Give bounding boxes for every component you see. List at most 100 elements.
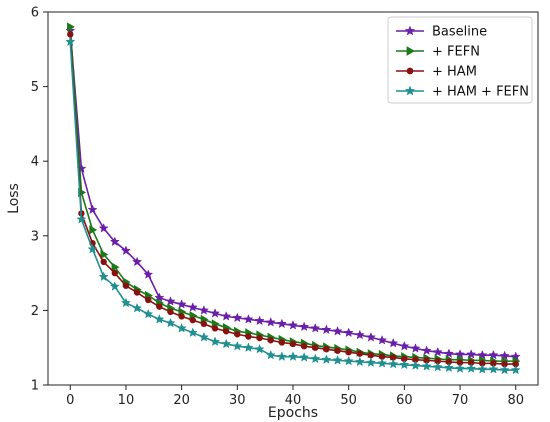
data-point	[187, 302, 198, 312]
data-point	[406, 46, 415, 56]
legend-item: Baseline	[396, 25, 487, 40]
data-point	[488, 349, 499, 360]
data-point	[455, 363, 466, 373]
data-point	[122, 282, 130, 289]
data-point	[98, 271, 109, 282]
data-point	[365, 357, 376, 367]
data-point	[176, 299, 187, 309]
data-point	[354, 329, 365, 340]
data-point	[399, 359, 410, 370]
data-point	[289, 340, 297, 348]
legend-item: + HAM	[396, 65, 477, 80]
data-point	[254, 315, 265, 326]
y-tick-label: 1	[31, 379, 39, 394]
data-point	[332, 355, 343, 365]
data-point	[98, 223, 109, 233]
data-point	[312, 344, 319, 351]
x-tick-label: 0	[66, 393, 74, 408]
data-point	[187, 327, 198, 338]
data-point	[210, 308, 221, 318]
data-point	[423, 357, 430, 364]
data-point	[133, 289, 141, 296]
data-point	[178, 313, 185, 320]
y-tick-label: 2	[31, 304, 39, 319]
data-point	[345, 348, 352, 356]
data-point	[200, 320, 208, 328]
data-point	[477, 349, 488, 360]
data-point	[222, 328, 230, 335]
data-point	[210, 336, 221, 347]
x-tick-label: 30	[229, 393, 246, 408]
data-point	[432, 361, 443, 372]
data-point	[100, 249, 109, 260]
data-point	[176, 323, 187, 333]
data-point	[120, 297, 131, 308]
data-point	[111, 262, 120, 272]
data-point	[221, 338, 232, 349]
data-point	[490, 360, 497, 367]
data-point	[410, 360, 421, 370]
legend-label: + HAM	[432, 65, 477, 80]
y-tick-label: 6	[31, 6, 39, 21]
data-point	[388, 358, 399, 369]
data-point	[332, 326, 343, 336]
data-point	[67, 31, 74, 38]
data-point	[154, 314, 165, 324]
data-point	[232, 312, 243, 323]
data-point	[67, 22, 75, 32]
data-point	[65, 36, 76, 47]
data-point	[245, 333, 252, 340]
data-point	[410, 343, 421, 353]
data-point	[321, 324, 332, 335]
x-tick-label: 80	[507, 393, 524, 408]
data-point	[276, 351, 287, 361]
data-point	[87, 204, 98, 214]
data-point	[445, 358, 453, 366]
data-point	[321, 354, 332, 364]
data-point	[232, 340, 243, 351]
data-point	[243, 342, 254, 352]
data-point	[109, 281, 120, 291]
data-point	[278, 339, 286, 346]
data-point	[343, 355, 354, 366]
data-point	[120, 245, 131, 255]
data-point	[477, 364, 488, 374]
data-point	[256, 334, 263, 342]
data-point	[234, 331, 241, 338]
data-point	[300, 343, 308, 350]
data-point	[343, 327, 354, 338]
x-tick-label: 20	[173, 393, 190, 408]
data-point	[510, 364, 521, 375]
data-point	[404, 25, 416, 36]
data-point	[89, 225, 98, 235]
data-point	[310, 323, 321, 333]
data-point	[267, 337, 274, 344]
data-point	[479, 360, 486, 367]
data-point	[378, 353, 386, 360]
data-point	[421, 345, 432, 355]
data-point	[189, 316, 196, 324]
data-point	[377, 334, 388, 345]
legend-label: + HAM + FEFN	[432, 85, 529, 100]
x-tick-label: 70	[452, 393, 469, 408]
legend-item: + HAM + FEFN	[396, 85, 529, 100]
data-point	[390, 354, 397, 361]
data-point	[299, 321, 310, 332]
data-point	[145, 296, 152, 304]
series-3	[65, 36, 521, 375]
data-point	[499, 350, 510, 361]
data-point	[132, 256, 143, 267]
x-tick-label: 10	[118, 393, 135, 408]
data-point	[412, 356, 419, 363]
legend-box	[387, 16, 533, 104]
data-point	[198, 305, 209, 315]
ticks-layer: 0 10 20 30 40 50 60 70 80 1 2 3 4 5 6	[31, 6, 524, 409]
data-point	[198, 331, 209, 342]
data-point	[406, 67, 414, 75]
y-axis-label: Loss	[6, 183, 22, 214]
data-point	[310, 353, 321, 364]
data-point	[156, 303, 163, 310]
data-point	[443, 362, 454, 373]
data-point	[276, 318, 287, 329]
